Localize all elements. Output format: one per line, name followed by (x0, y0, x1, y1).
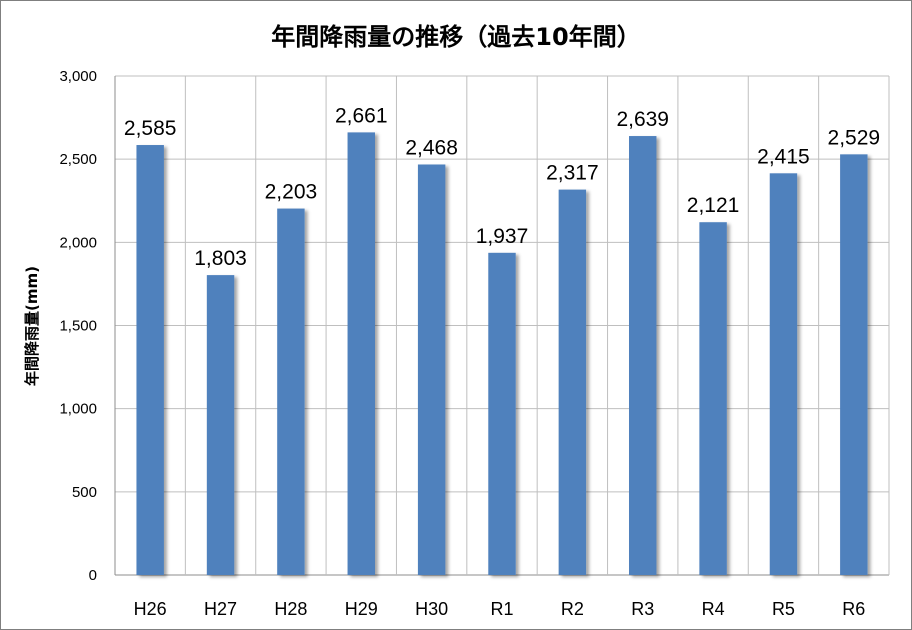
x-tick-label-H27: H27 (204, 599, 237, 619)
y-axis-label: 年間降雨量(mm) (23, 266, 41, 386)
x-tick-label-H29: H29 (345, 599, 378, 619)
data-label-H30: 2,468 (405, 136, 458, 159)
bar-H27 (206, 275, 235, 575)
x-tick-label-R3: R3 (631, 599, 654, 619)
bars (136, 132, 868, 576)
y-tick-label: 2,000 (59, 234, 97, 251)
chart-title: 年間降雨量の推移（過去10年間） (271, 23, 640, 51)
data-label-H26: 2,585 (124, 117, 177, 140)
data-label-R4: 2,121 (687, 194, 740, 217)
y-tick-label: 1,500 (59, 318, 97, 335)
y-tick-label: 500 (72, 484, 97, 501)
x-tick-label-H28: H28 (274, 599, 307, 619)
y-tick-label: 3,000 (59, 68, 97, 85)
x-axis-ticks: H26 H27 H28 H29 H30 R1 R2 R3 R4 R5 R6 (134, 599, 866, 619)
y-tick-label: 1,000 (59, 401, 97, 418)
x-tick-label-R4: R4 (702, 599, 725, 619)
data-label-R1: 1,937 (476, 225, 529, 248)
x-tick-label-R5: R5 (772, 599, 795, 619)
bar-H28 (277, 208, 305, 575)
x-tick-label-H30: H30 (415, 599, 448, 619)
bar-R6 (840, 154, 868, 575)
bar-H26 (136, 145, 164, 576)
x-tick-label-R2: R2 (561, 599, 584, 619)
bar-R1 (488, 252, 516, 576)
y-tick-label: 0 (89, 567, 97, 584)
bar-R2 (558, 189, 587, 576)
bar-H29 (347, 132, 375, 575)
data-label-R3: 2,639 (616, 108, 669, 131)
bar-R5 (769, 173, 798, 575)
bar-H30 (417, 164, 446, 576)
bar-R3 (629, 136, 657, 575)
x-tick-label-R6: R6 (842, 599, 865, 619)
data-label-H27: 1,803 (194, 247, 247, 270)
x-tick-label-R1: R1 (490, 599, 513, 619)
bar-R4 (699, 222, 727, 575)
data-labels: 2,585 1,803 2,203 2,661 2,468 1,937 2,317 2,639… (124, 104, 880, 270)
data-label-R6: 2,529 (828, 126, 881, 149)
x-tick-label-H26: H26 (134, 599, 167, 619)
y-tick-label: 2,500 (59, 151, 97, 168)
data-label-R5: 2,415 (757, 145, 810, 168)
gridlines (114, 75, 890, 576)
data-label-H28: 2,203 (265, 181, 318, 204)
data-label-R2: 2,317 (546, 162, 599, 185)
data-label-H29: 2,661 (335, 104, 388, 127)
y-axis-ticks: 0 500 1,000 1,500 2,000 2,500 3,000 (59, 68, 97, 584)
